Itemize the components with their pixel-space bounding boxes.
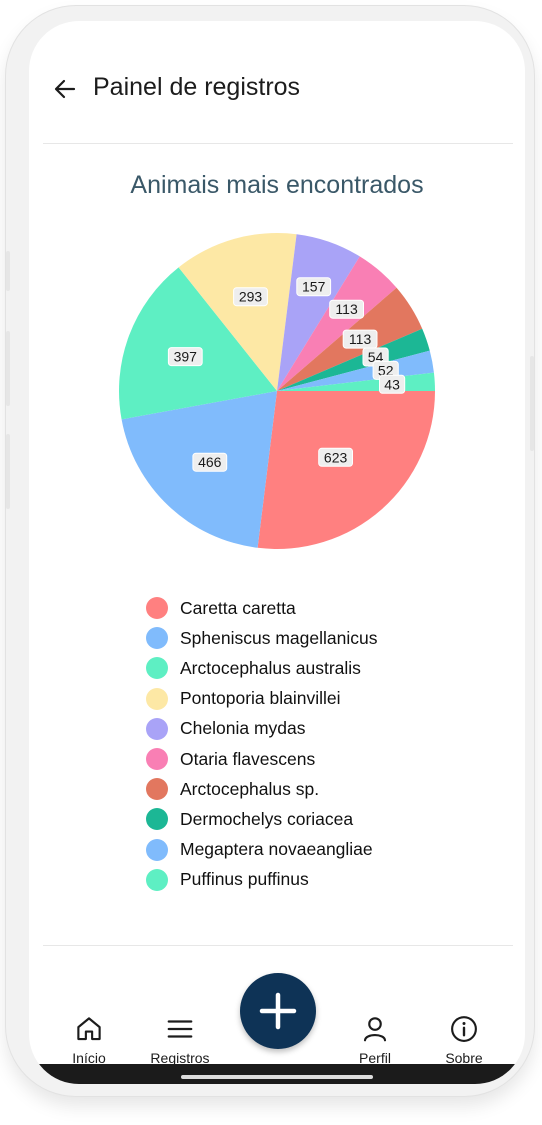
- slice-data-label: 157: [296, 277, 332, 297]
- nav-registros[interactable]: Registros: [140, 1014, 220, 1066]
- legend-item[interactable]: Pontoporia blainvillei: [146, 684, 377, 714]
- slice-value-text: 397: [174, 349, 198, 365]
- slice-value-text: 113: [349, 331, 372, 347]
- legend-swatch: [146, 627, 168, 650]
- slice-value-text: 43: [384, 376, 400, 392]
- legend-label: Arctocephalus australis: [180, 657, 361, 678]
- legend-label: Dermochelys coriacea: [180, 808, 354, 829]
- slice-data-label: 466: [192, 452, 228, 472]
- legend-item[interactable]: Arctocephalus australis: [146, 653, 377, 683]
- header-divider: [43, 143, 513, 144]
- legend-swatch: [146, 778, 168, 801]
- legend-item[interactable]: Otaria flavescens: [146, 744, 377, 774]
- app-header: Painel de registros: [29, 21, 525, 145]
- bottom-navigation: Início Registros Perfil: [29, 973, 525, 1084]
- pie-slice[interactable]: [277, 256, 397, 391]
- legend-item[interactable]: Dermochelys coriacea: [146, 804, 377, 834]
- nav-inicio[interactable]: Início: [49, 1014, 129, 1066]
- pie-slice[interactable]: [277, 234, 360, 391]
- user-icon: [363, 1017, 387, 1042]
- legend-label: Spheniscus magellanicus: [180, 627, 378, 648]
- legend-item[interactable]: Arctocephalus sp.: [146, 774, 377, 804]
- chart-title: Animais mais encontrados: [130, 171, 424, 199]
- slice-label-box: [233, 287, 268, 307]
- slice-label-box: [192, 452, 228, 472]
- slice-value-text: 52: [378, 362, 394, 378]
- slice-label-box: [342, 329, 378, 349]
- slice-value-text: 113: [335, 301, 358, 317]
- plus-icon: [259, 992, 297, 1030]
- phone-frame: Painel de registros Animais mais encontr…: [6, 6, 534, 1096]
- slice-label-box: [296, 277, 332, 297]
- pie-slice[interactable]: [119, 267, 277, 420]
- pie-slice[interactable]: [277, 350, 434, 391]
- nav-label: Sobre: [445, 1050, 483, 1066]
- pie-slice[interactable]: [277, 328, 430, 391]
- legend-swatch: [146, 657, 168, 680]
- slice-value-text: 293: [239, 289, 263, 305]
- legend-swatch: [146, 687, 168, 710]
- legend-label: Megaptera novaeangliae: [180, 839, 373, 860]
- nav-sobre[interactable]: Sobre: [424, 1014, 504, 1066]
- info-icon: [451, 1016, 477, 1042]
- legend-label: Otaria flavescens: [180, 748, 316, 769]
- legend-item[interactable]: Caretta caretta: [146, 593, 377, 623]
- slice-label-box: [167, 347, 203, 367]
- nav-perfil[interactable]: Perfil: [335, 1014, 415, 1066]
- slice-label-box: [318, 447, 354, 467]
- side-button: [530, 356, 534, 451]
- content-divider: [43, 945, 513, 946]
- pie-slice[interactable]: [178, 233, 297, 391]
- pie-slice[interactable]: [257, 391, 435, 550]
- legend-label: Pontoporia blainvillei: [180, 688, 341, 709]
- side-button: [6, 434, 10, 509]
- slice-data-label: 43: [379, 374, 406, 394]
- nav-label: Perfil: [359, 1050, 391, 1066]
- legend-item[interactable]: Chelonia mydas: [146, 714, 377, 744]
- slice-data-label: 397: [167, 347, 203, 367]
- slice-value-text: 157: [302, 279, 326, 295]
- legend-swatch: [146, 748, 168, 771]
- slice-data-label: 293: [233, 287, 268, 307]
- legend-label: Puffinus puffinus: [180, 869, 309, 890]
- side-button: [6, 251, 10, 291]
- nav-label: Início: [72, 1050, 106, 1066]
- legend-swatch: [146, 868, 168, 891]
- legend-swatch: [146, 808, 168, 831]
- legend-label: Chelonia mydas: [180, 718, 306, 739]
- legend-swatch: [146, 597, 168, 620]
- legend-label: Arctocephalus sp.: [180, 778, 320, 799]
- slice-data-label: 623: [318, 447, 354, 467]
- menu-icon: [167, 1020, 193, 1038]
- slice-value-text: 623: [324, 449, 348, 465]
- system-bar: [29, 1064, 525, 1084]
- page-title: Painel de registros: [93, 73, 301, 101]
- chart-legend: Caretta caretta Spheniscus magellanicus Ar…: [146, 593, 377, 895]
- legend-item[interactable]: Spheniscus magellanicus: [146, 623, 377, 653]
- back-arrow-icon[interactable]: [53, 77, 77, 101]
- home-icon: [77, 1017, 101, 1041]
- side-button: [6, 331, 10, 406]
- legend-swatch: [146, 838, 168, 861]
- slice-data-label: 113: [329, 299, 365, 319]
- legend-item[interactable]: Puffinus puffinus: [146, 865, 377, 895]
- app-screen: Painel de registros Animais mais encontr…: [29, 21, 525, 1084]
- slice-label-box: [379, 374, 406, 394]
- legend-item[interactable]: Megaptera novaeangliae: [146, 835, 377, 865]
- slice-label-box: [329, 299, 365, 319]
- home-indicator[interactable]: [181, 1075, 373, 1079]
- add-record-button[interactable]: [240, 973, 316, 1049]
- legend-swatch: [146, 717, 168, 740]
- slice-value-text: 466: [198, 454, 222, 470]
- slice-data-label: 113: [342, 329, 378, 349]
- legend-label: Caretta caretta: [180, 597, 296, 618]
- nav-label: Registros: [150, 1050, 210, 1066]
